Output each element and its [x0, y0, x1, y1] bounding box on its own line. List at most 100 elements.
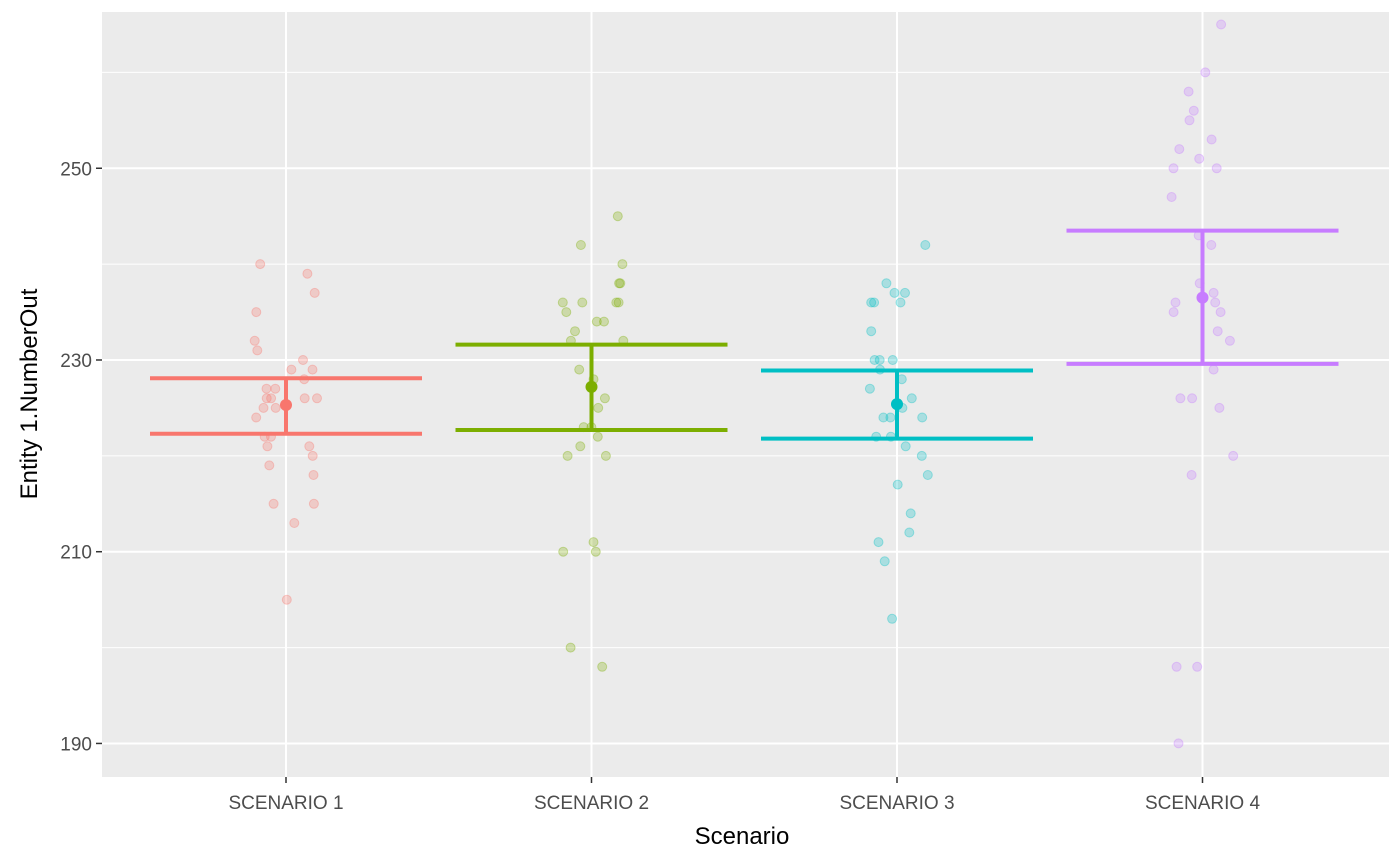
data-point [1208, 364, 1219, 375]
data-point [1168, 163, 1179, 174]
data-point [889, 287, 900, 298]
data-point [1208, 287, 1219, 298]
y-tick-label: 190 [60, 734, 92, 755]
data-point [557, 297, 568, 308]
data-point [1174, 144, 1185, 155]
data-point [1228, 450, 1239, 461]
data-point [1184, 115, 1195, 126]
data-point [591, 316, 602, 327]
mean-point [280, 399, 292, 412]
x-tick-label: SCENARIO 3 [839, 793, 954, 814]
data-point [905, 508, 916, 519]
data-point [873, 537, 884, 548]
data-point [597, 661, 608, 672]
data-point [900, 441, 911, 452]
data-point [611, 297, 622, 308]
data-point [881, 278, 892, 289]
mean-point [891, 398, 903, 411]
data-point [1206, 240, 1217, 250]
data-point [593, 402, 604, 413]
data-point [615, 278, 626, 289]
data-point [895, 297, 906, 308]
data-point [1166, 192, 1177, 202]
data-point [570, 326, 580, 337]
data-point [864, 383, 875, 394]
data-point [887, 613, 898, 624]
y-axis-title: Entity 1.NumberOut [16, 288, 43, 499]
data-point [1170, 297, 1181, 308]
data-point [1216, 19, 1227, 30]
data-point [613, 297, 624, 308]
x-axis-title: Scenario [695, 823, 790, 850]
data-point [1187, 393, 1198, 404]
data-point [252, 345, 263, 356]
data-point [869, 297, 880, 308]
data-point [561, 307, 572, 318]
data-point [255, 259, 266, 270]
data-point [286, 364, 297, 375]
data-point [1215, 307, 1226, 318]
data-point [599, 316, 609, 327]
data-point [575, 441, 586, 452]
x-tick-label: SCENARIO 1 [228, 793, 343, 814]
data-point [281, 594, 292, 605]
data-point [885, 412, 896, 423]
data-point [565, 642, 576, 653]
y-tick-label: 250 [60, 159, 92, 180]
y-tick-label: 230 [60, 351, 92, 372]
data-point [900, 287, 910, 298]
data-point [261, 383, 272, 394]
data-point [1214, 402, 1225, 413]
data-point [1200, 67, 1211, 78]
data-point [249, 335, 260, 346]
x-tick-label: SCENARIO 4 [1145, 793, 1261, 814]
data-point [892, 479, 903, 490]
data-point [312, 393, 322, 404]
data-point [307, 450, 318, 461]
data-point [262, 441, 273, 452]
data-point [575, 240, 586, 250]
mean-point [1196, 291, 1209, 304]
data-point [866, 297, 877, 308]
data-point [1224, 335, 1235, 346]
data-point [289, 518, 300, 528]
data-point [904, 527, 915, 538]
data-point [590, 546, 601, 557]
data-point [577, 297, 588, 308]
data-point [874, 355, 885, 365]
data-point [251, 412, 262, 423]
y-tick-label: 210 [60, 543, 92, 564]
data-point [299, 393, 310, 404]
data-point [916, 450, 927, 461]
x-tick-label: SCENARIO 2 [534, 793, 649, 814]
data-point [268, 498, 279, 509]
data-point [562, 450, 573, 461]
data-point [574, 364, 585, 375]
data-point [599, 393, 610, 404]
data-point [302, 268, 313, 279]
data-point [887, 355, 898, 365]
data-point [1192, 661, 1203, 672]
data-point [1212, 326, 1223, 337]
data-point [266, 393, 277, 404]
data-point [270, 383, 281, 394]
data-point [251, 307, 262, 318]
plot-panel [102, 12, 1389, 777]
data-point [558, 546, 569, 557]
data-point [258, 402, 269, 413]
axes: 190 210 230 250 SCENARIO 1 SCENARIO 2 SCENARIO… [60, 159, 1260, 814]
data-point [1206, 134, 1217, 145]
data-point [1194, 153, 1205, 164]
data-point [878, 412, 889, 423]
data-point [1210, 297, 1221, 308]
data-point [1186, 470, 1197, 480]
data-point [1173, 738, 1184, 749]
mean-markers [280, 291, 1209, 412]
data-point [1188, 105, 1199, 116]
data-point [261, 393, 272, 404]
data-point [866, 326, 877, 337]
data-point [612, 211, 623, 222]
data-point [298, 355, 308, 365]
data-point [600, 450, 611, 461]
